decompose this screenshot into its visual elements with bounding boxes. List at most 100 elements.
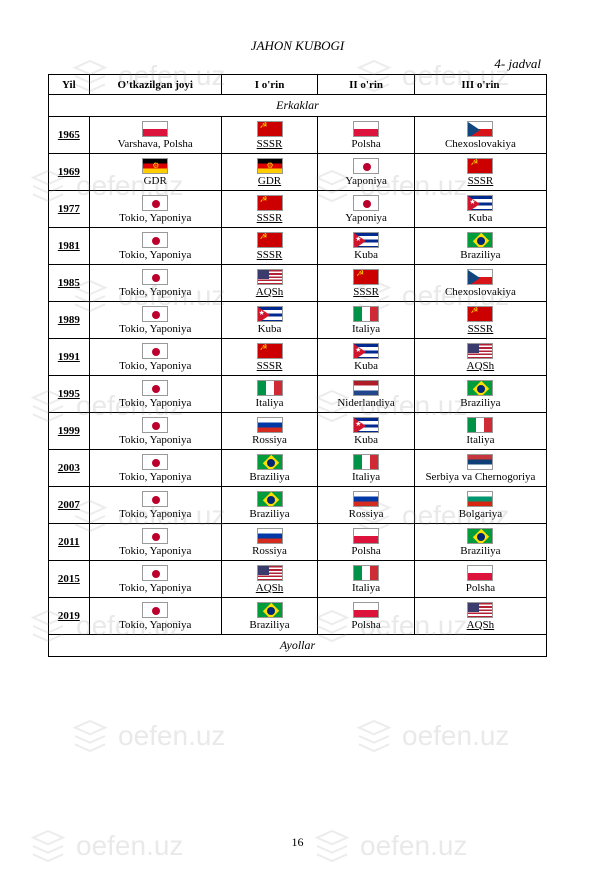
place3-cell: Braziliya	[414, 228, 546, 265]
country-label: SSSR	[257, 360, 283, 372]
country-label: Chexoslovakiya	[445, 286, 516, 298]
flag-icon	[467, 232, 493, 248]
country-label: AQSh	[256, 286, 284, 298]
country-label: Italiya	[466, 434, 494, 446]
table-container: Erkaklar Yil O'tkazilgan joyi I o'rin II…	[0, 74, 595, 657]
flag-icon	[353, 602, 379, 618]
country-label: SSSR	[353, 286, 379, 298]
country-label: Bolgariya	[459, 508, 502, 520]
place3-cell: Kuba	[414, 191, 546, 228]
country-label: Tokio, Yaponiya	[119, 471, 191, 483]
country-label: SSSR	[257, 249, 283, 261]
host-cell: Tokio, Yaponiya	[89, 598, 221, 635]
flag-icon	[142, 343, 168, 359]
country-label: Braziliya	[249, 471, 289, 483]
place2-cell: Italiya	[318, 450, 415, 487]
country-label: SSSR	[468, 323, 494, 335]
flag-icon	[353, 306, 379, 322]
place1-cell: Rossiya	[221, 413, 318, 450]
header-p2: II o'rin	[318, 75, 415, 95]
country-label: Italiya	[352, 323, 380, 335]
country-label: AQSh	[467, 360, 495, 372]
table-row: 1989 Tokio, Yaponiya Kuba Italiya SSSR	[49, 302, 547, 339]
flag-icon	[142, 491, 168, 507]
table-row: 1991 Tokio, Yaponiya SSSR Kuba AQSh	[49, 339, 547, 376]
place2-cell: Italiya	[318, 561, 415, 598]
flag-icon	[257, 380, 283, 396]
country-label: GDR	[144, 175, 167, 187]
header-host: O'tkazilgan joyi	[89, 75, 221, 95]
place3-cell: Serbiya va Chernogoriya	[414, 450, 546, 487]
year-cell: 1969	[49, 154, 90, 191]
country-label: Polsha	[466, 582, 495, 594]
table-row: 1969 GDR GDR Yaponiya SSSR	[49, 154, 547, 191]
place2-cell: Kuba	[318, 339, 415, 376]
header-p1: I o'rin	[221, 75, 318, 95]
watermark: oefen.uz	[354, 716, 509, 756]
country-label: Polsha	[351, 138, 380, 150]
country-label: Yaponiya	[345, 212, 387, 224]
flag-icon	[142, 380, 168, 396]
place2-cell: Polsha	[318, 598, 415, 635]
flag-icon	[257, 269, 283, 285]
flag-icon	[467, 121, 493, 137]
year-cell: 2015	[49, 561, 90, 598]
flag-icon	[142, 232, 168, 248]
country-label: Polsha	[351, 619, 380, 631]
year-cell: 1995	[49, 376, 90, 413]
results-table: Erkaklar Yil O'tkazilgan joyi I o'rin II…	[48, 74, 547, 657]
country-label: Rossiya	[252, 545, 287, 557]
place2-cell: Yaponiya	[318, 191, 415, 228]
table-row: 1985 Tokio, Yaponiya AQSh SSSR Chexoslov…	[49, 265, 547, 302]
place1-cell: Italiya	[221, 376, 318, 413]
flag-icon	[142, 121, 168, 137]
place1-cell: SSSR	[221, 191, 318, 228]
table-row: 1977 Tokio, Yaponiya SSSR Yaponiya Kuba	[49, 191, 547, 228]
flag-icon	[257, 232, 283, 248]
place1-cell: GDR	[221, 154, 318, 191]
flag-icon	[142, 417, 168, 433]
country-label: Rossiya	[349, 508, 384, 520]
place1-cell: SSSR	[221, 339, 318, 376]
place3-cell: Braziliya	[414, 376, 546, 413]
place3-cell: Polsha	[414, 561, 546, 598]
flag-icon	[257, 121, 283, 137]
country-label: SSSR	[468, 175, 494, 187]
table-row: 1999 Tokio, Yaponiya Rossiya Kuba Italiy…	[49, 413, 547, 450]
flag-icon	[353, 269, 379, 285]
place3-cell: Bolgariya	[414, 487, 546, 524]
country-label: Yaponiya	[345, 175, 387, 187]
country-label: Italiya	[255, 397, 283, 409]
place2-cell: Polsha	[318, 117, 415, 154]
host-cell: Tokio, Yaponiya	[89, 339, 221, 376]
place1-cell: Braziliya	[221, 487, 318, 524]
country-label: Tokio, Yaponiya	[119, 582, 191, 594]
flag-icon	[142, 158, 168, 174]
host-cell: Tokio, Yaponiya	[89, 487, 221, 524]
year-cell: 1981	[49, 228, 90, 265]
place2-cell: Kuba	[318, 413, 415, 450]
flag-icon	[467, 306, 493, 322]
flag-icon	[353, 380, 379, 396]
page-title: JAHON KUBOGI	[0, 38, 595, 54]
place1-cell: AQSh	[221, 561, 318, 598]
host-cell: Tokio, Yaponiya	[89, 524, 221, 561]
flag-icon	[467, 269, 493, 285]
place3-cell: Braziliya	[414, 524, 546, 561]
place2-cell: Polsha	[318, 524, 415, 561]
place2-cell: Niderlandiya	[318, 376, 415, 413]
flag-icon	[142, 306, 168, 322]
country-label: Chexoslovakiya	[445, 138, 516, 150]
country-label: AQSh	[467, 619, 495, 631]
year-cell: 1977	[49, 191, 90, 228]
flag-icon	[142, 195, 168, 211]
place3-cell: Chexoslovakiya	[414, 117, 546, 154]
country-label: Tokio, Yaponiya	[119, 360, 191, 372]
flag-icon	[467, 158, 493, 174]
year-cell: 2019	[49, 598, 90, 635]
year-cell: 2007	[49, 487, 90, 524]
section-label: Erkaklar	[49, 95, 547, 117]
flag-icon	[142, 454, 168, 470]
place1-cell: SSSR	[221, 117, 318, 154]
flag-icon	[353, 528, 379, 544]
